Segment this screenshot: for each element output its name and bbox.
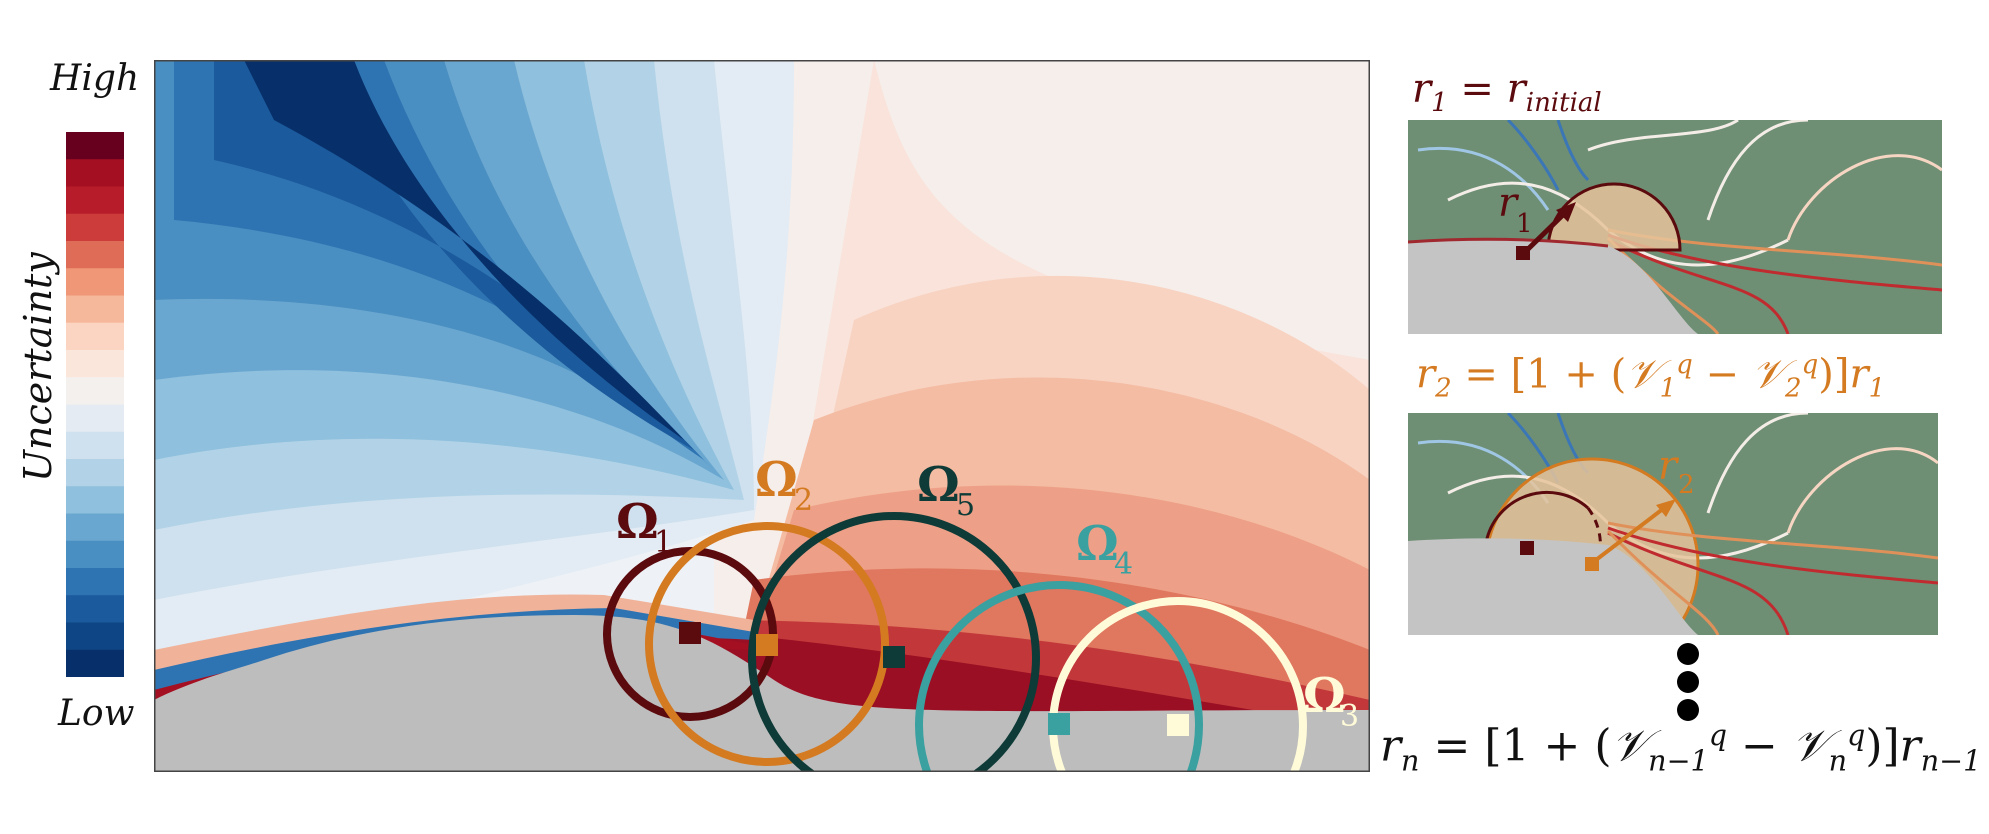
colorbar-step bbox=[66, 568, 124, 596]
colorbar-step bbox=[66, 431, 124, 460]
svg-text:4: 4 bbox=[1114, 547, 1133, 582]
region-label-1: Ω 1 bbox=[616, 494, 673, 560]
region-label-5: Ω 5 bbox=[917, 457, 975, 523]
uncertainty-field: Ω 1 Ω 2 Ω 5 Ω 4 Ω 3 bbox=[154, 60, 1370, 772]
colorbar-low-label: Low bbox=[58, 693, 135, 734]
svg-text:2: 2 bbox=[1678, 470, 1695, 500]
colorbar-step bbox=[66, 268, 124, 296]
svg-text:5: 5 bbox=[956, 488, 975, 523]
colorbar-title: Uncertainty bbox=[16, 252, 60, 482]
svg-text:3: 3 bbox=[1340, 699, 1359, 734]
colorbar-step bbox=[66, 459, 124, 487]
ellipsis-dots bbox=[1677, 643, 1699, 721]
colorbar-step bbox=[66, 540, 124, 569]
region-label-3: Ω 3 bbox=[1303, 668, 1359, 734]
svg-text:r: r bbox=[1658, 443, 1680, 489]
svg-text:Ω: Ω bbox=[616, 494, 659, 550]
colorbar-step bbox=[66, 377, 124, 405]
svg-text:2: 2 bbox=[794, 483, 813, 518]
colorbar-step bbox=[66, 513, 124, 542]
inset-top: r 1 bbox=[1408, 120, 1942, 334]
ellipsis-dot bbox=[1677, 643, 1699, 665]
colorbar-step bbox=[66, 132, 124, 160]
colorbar-high-label: High bbox=[50, 58, 140, 99]
svg-text:Ω: Ω bbox=[1303, 668, 1346, 724]
svg-text:1: 1 bbox=[1516, 209, 1533, 239]
region-label-2: Ω 2 bbox=[755, 452, 813, 518]
colorbar-step bbox=[66, 213, 124, 242]
colorbar-step bbox=[66, 322, 124, 351]
colorbar-step bbox=[66, 486, 124, 514]
colorbar bbox=[66, 132, 124, 677]
region-label-4: Ω 4 bbox=[1076, 516, 1133, 582]
colorbar-step bbox=[66, 241, 124, 269]
equation-r2: r2 = [1 + (𝒱1q − 𝒱2q)]r1 bbox=[1416, 350, 1886, 404]
colorbar-step bbox=[66, 649, 124, 677]
equation-rn: rn = [1 + (𝒱n−1q − 𝒱nq)]rn−1 bbox=[1380, 718, 1982, 778]
equation-r1: r1 = rinitial bbox=[1412, 66, 1602, 118]
svg-text:Ω: Ω bbox=[1076, 516, 1119, 572]
colorbar-step bbox=[66, 186, 124, 215]
colorbar-step bbox=[66, 350, 124, 378]
colorbar-step bbox=[66, 595, 124, 623]
svg-text:r: r bbox=[1498, 180, 1520, 226]
colorbar-step bbox=[66, 295, 124, 324]
ellipsis-dot bbox=[1677, 699, 1699, 721]
inset-bottom: r 2 bbox=[1408, 413, 1938, 635]
ellipsis-dot bbox=[1677, 671, 1699, 693]
svg-text:Ω: Ω bbox=[755, 452, 798, 508]
svg-text:1: 1 bbox=[654, 525, 673, 560]
colorbar-step bbox=[66, 622, 124, 651]
colorbar-step bbox=[66, 404, 124, 433]
colorbar-step bbox=[66, 159, 124, 187]
svg-text:Ω: Ω bbox=[917, 457, 960, 513]
